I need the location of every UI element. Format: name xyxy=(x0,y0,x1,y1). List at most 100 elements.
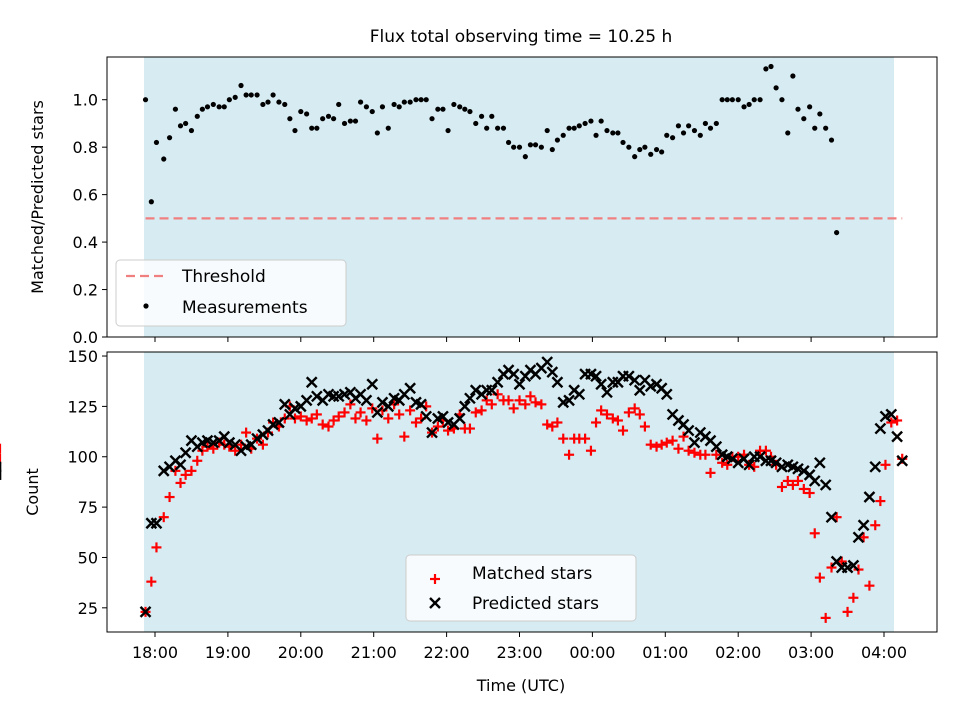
measurement-point xyxy=(598,118,604,124)
measurement-point xyxy=(309,125,315,131)
predicted-star-point xyxy=(415,398,427,411)
measurement-point xyxy=(352,118,359,124)
measurement-point xyxy=(680,130,687,136)
measurement-point xyxy=(549,146,555,153)
legend-measurements-swatch xyxy=(143,303,149,309)
matched-star-point xyxy=(481,395,492,406)
matched-star-point xyxy=(558,433,569,444)
matched-star-point xyxy=(776,481,787,492)
matched-star-point xyxy=(760,445,771,456)
measurement-point xyxy=(779,97,785,103)
matched-star-point xyxy=(886,417,897,428)
matched-star-point xyxy=(339,407,350,418)
measurement-point xyxy=(254,92,260,98)
measurement-point xyxy=(729,97,735,103)
matched-star-point xyxy=(323,421,334,432)
x-tick-label: 22:00 xyxy=(424,643,470,662)
top-panel: 0.0 0.2 0.4 0.6 0.8 1.0 Matched/Predicted sta… xyxy=(28,56,938,347)
measurement-point xyxy=(325,113,332,119)
matched-star-point xyxy=(892,415,903,426)
measurement-point xyxy=(188,127,195,134)
predicted-star-point xyxy=(770,456,782,469)
measurement-point xyxy=(495,125,501,131)
measurement-point xyxy=(812,125,818,131)
measurement-point xyxy=(702,120,708,127)
matched-star-point xyxy=(345,399,356,410)
measurement-points xyxy=(142,63,840,236)
matched-star-point xyxy=(164,492,175,503)
matched-star-point xyxy=(678,431,689,442)
matched-star-point xyxy=(476,405,487,416)
predicted-star-point xyxy=(857,519,870,532)
predicted-star-point xyxy=(885,408,898,421)
predicted-star-point xyxy=(595,378,607,391)
predicted-star-point xyxy=(813,456,826,469)
top-y-tick-label: 0.4 xyxy=(73,233,98,252)
matched-star-point xyxy=(503,395,514,406)
top-legend: Threshold Measurements xyxy=(115,259,347,327)
matched-star-point xyxy=(623,407,634,418)
measurement-point xyxy=(828,137,835,143)
bottom-y-tick-label: 75 xyxy=(78,498,98,517)
legend-predicted-swatch xyxy=(429,597,441,609)
measurement-point xyxy=(642,144,648,150)
legend-matched-swatch xyxy=(430,574,440,584)
predicted-star-point xyxy=(305,376,318,389)
matched-star-point xyxy=(639,421,650,432)
legend-predicted-label: Predicted stars xyxy=(472,594,599,614)
measurement-point xyxy=(248,92,254,98)
predicted-star-point xyxy=(628,374,641,387)
measurement-point xyxy=(724,97,730,103)
measurement-point xyxy=(462,106,468,112)
measurement-point xyxy=(148,199,154,205)
predicted-star-point xyxy=(590,370,602,383)
measurement-point xyxy=(276,99,282,105)
measurement-point xyxy=(582,120,588,127)
measurement-point xyxy=(194,113,200,119)
measurement-point xyxy=(751,97,757,103)
measurement-point xyxy=(183,120,189,127)
x-axis-label: Time (UTC) xyxy=(476,676,565,695)
top-legend-box xyxy=(115,259,347,327)
legend-measurements-label: Measurements xyxy=(182,298,308,318)
predicted-star-point xyxy=(310,390,323,403)
predicted-star-point xyxy=(382,400,395,413)
matched-star-point xyxy=(804,488,815,499)
predicted-star-point xyxy=(371,406,384,419)
predicted-star-point xyxy=(376,396,389,409)
matched-star-point xyxy=(848,592,859,603)
predicted-star-point xyxy=(551,376,564,389)
measurement-point xyxy=(626,144,632,150)
bottom-legend-box xyxy=(405,554,637,622)
measurement-point xyxy=(401,99,407,105)
top-y-tick-label: 0.6 xyxy=(73,186,98,205)
x-tick-label: 23:00 xyxy=(496,643,542,662)
measurement-point xyxy=(238,82,244,89)
matched-star-point xyxy=(328,415,339,426)
matched-star-point xyxy=(651,441,662,452)
predicted-star-point xyxy=(485,384,498,397)
top-y-axis-label: Matched/Predicted stars xyxy=(28,100,47,294)
measurement-point xyxy=(172,106,179,112)
measurement-point xyxy=(560,132,566,138)
matched-star-point xyxy=(782,475,793,486)
measurement-point xyxy=(451,101,457,108)
measurement-point xyxy=(153,139,160,146)
matched-star-point xyxy=(372,433,383,444)
matched-star-point xyxy=(432,421,443,432)
measurement-point xyxy=(161,156,167,162)
matched-star-point xyxy=(787,479,798,490)
measurement-point xyxy=(177,123,184,129)
x-tick-label: 00:00 xyxy=(569,643,615,662)
measurement-point xyxy=(457,104,463,110)
matched-star-point xyxy=(508,403,519,414)
measurement-point xyxy=(757,97,763,103)
matched-star-point xyxy=(552,417,563,428)
measurement-point xyxy=(713,120,719,127)
measurement-point xyxy=(516,144,523,150)
measurement-point xyxy=(697,132,703,138)
matched-star-point xyxy=(580,433,591,444)
matched-star-point xyxy=(333,411,344,422)
x-tick-label: 01:00 xyxy=(642,643,688,662)
measurement-point xyxy=(544,127,550,134)
